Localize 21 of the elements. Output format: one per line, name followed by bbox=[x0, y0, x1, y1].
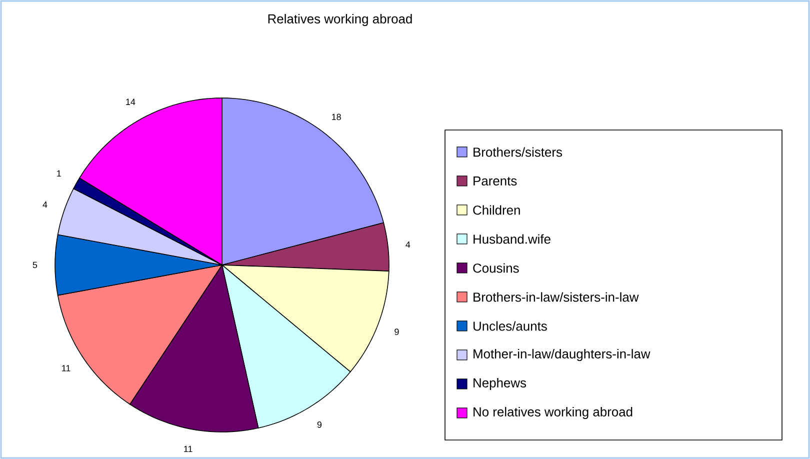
data-label: 18 bbox=[332, 114, 341, 120]
legend-label: Mother-in-law/daughters-in-law bbox=[474, 348, 650, 362]
legend-label: Cousins bbox=[473, 263, 519, 273]
data-label: 4 bbox=[406, 241, 410, 248]
legend-label: No relatives working abroad bbox=[474, 406, 632, 420]
data-label: 14 bbox=[126, 98, 136, 105]
legend-label: Children bbox=[473, 205, 520, 215]
data-label: 11 bbox=[62, 365, 70, 372]
legend-label: Nephews bbox=[474, 378, 526, 390]
data-label: 1 bbox=[57, 170, 61, 177]
legend-label: Husband.wife bbox=[474, 234, 550, 244]
chart-title: Relatives working abroad bbox=[268, 14, 412, 26]
legend-label: Parents bbox=[474, 176, 517, 186]
data-label: 5 bbox=[32, 262, 38, 268]
legend-label: Uncles/aunts bbox=[474, 321, 547, 331]
legend-label: Brothers/sisters bbox=[474, 147, 562, 157]
data-label: 9 bbox=[317, 421, 322, 428]
data-label: 9 bbox=[394, 328, 399, 335]
legend-label: Brothers-in-law/sisters-in-law bbox=[474, 292, 639, 302]
data-label: 4 bbox=[42, 202, 48, 208]
data-label: 11 bbox=[184, 446, 192, 452]
